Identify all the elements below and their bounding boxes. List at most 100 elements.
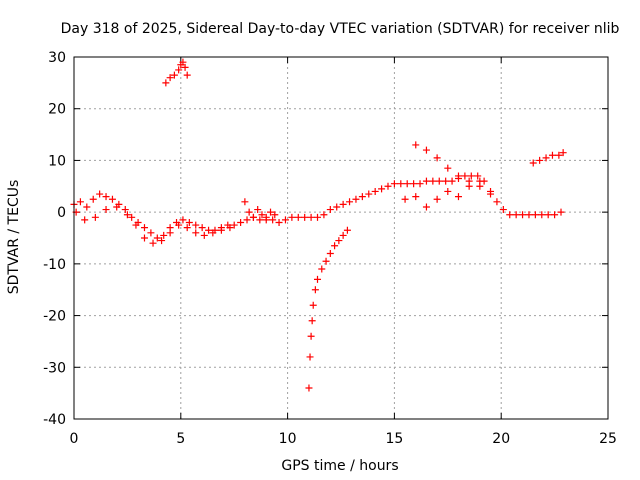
x-tick-label: 25 (599, 431, 617, 447)
data-point (335, 237, 343, 245)
data-point (499, 206, 507, 214)
data-point (108, 195, 116, 203)
data-point (307, 213, 315, 221)
data-point (121, 206, 129, 214)
y-tick-label: 10 (48, 153, 66, 169)
data-point (175, 66, 183, 74)
data-point (318, 265, 326, 273)
data-point (249, 213, 257, 221)
data-point (493, 198, 501, 206)
data-point (403, 180, 411, 188)
data-point (378, 185, 386, 193)
data-point (96, 190, 104, 198)
data-point (140, 224, 148, 232)
data-point (410, 180, 418, 188)
data-point (401, 195, 409, 203)
data-point (358, 193, 366, 201)
y-tick-label: 20 (48, 102, 66, 118)
data-point (166, 229, 174, 237)
data-point (412, 193, 420, 201)
data-point (181, 63, 189, 71)
data-point (476, 177, 484, 185)
data-point (454, 172, 462, 180)
data-point (555, 151, 563, 159)
data-point (288, 213, 296, 221)
data-point (309, 301, 317, 309)
data-point (147, 229, 155, 237)
data-point (512, 211, 520, 219)
data-point (183, 224, 191, 232)
data-point (422, 177, 430, 185)
data-point (519, 211, 527, 219)
data-point (262, 213, 270, 221)
data-point (551, 211, 559, 219)
data-point (162, 79, 170, 87)
data-point (258, 211, 266, 219)
data-point (314, 275, 322, 283)
y-tick-label: -40 (43, 412, 66, 428)
data-point (175, 221, 183, 229)
data-point (91, 213, 99, 221)
data-point (81, 216, 89, 224)
plot-frame (73, 56, 609, 420)
data-point (322, 257, 330, 265)
data-point (281, 216, 289, 224)
data-point (83, 203, 91, 211)
data-point (339, 231, 347, 239)
series-main (70, 172, 565, 242)
data-point (352, 195, 360, 203)
data-point (243, 216, 251, 224)
data-point (217, 226, 225, 234)
data-point (544, 211, 552, 219)
data-point (113, 203, 121, 211)
data-point (179, 58, 187, 66)
data-point (237, 218, 245, 226)
data-point (390, 180, 398, 188)
data-point (448, 177, 456, 185)
series-late-arc (529, 149, 567, 167)
data-point (538, 211, 546, 219)
y-tick-label: -20 (43, 309, 66, 325)
data-point (192, 221, 200, 229)
data-point (198, 224, 206, 232)
y-tick-label: -30 (43, 360, 66, 376)
data-point (525, 211, 533, 219)
data-point (548, 151, 556, 159)
data-point (254, 206, 262, 214)
data-point (128, 213, 136, 221)
data-point (371, 187, 379, 195)
data-point (435, 177, 443, 185)
y-tick-label: -10 (43, 257, 66, 273)
data-point (209, 229, 217, 237)
data-point (442, 177, 450, 185)
data-point (339, 200, 347, 208)
chart-title: Day 318 of 2025, Sidereal Day-to-day VTE… (61, 21, 620, 37)
data-point (331, 242, 339, 250)
data-point (444, 164, 452, 172)
data-point (305, 384, 313, 392)
data-point (559, 149, 567, 157)
data-point (123, 211, 131, 219)
data-point (306, 353, 314, 361)
data-point (153, 234, 161, 242)
x-tick-label: 20 (492, 431, 510, 447)
data-point (301, 213, 309, 221)
data-point (160, 231, 168, 239)
data-point (185, 218, 193, 226)
series-mid-cluster (241, 198, 279, 221)
data-point (241, 198, 249, 206)
data-point (149, 239, 157, 247)
x-tick-label: 0 (70, 431, 79, 447)
x-axis-label: GPS time / hours (281, 458, 398, 474)
y-tick-label: 0 (57, 205, 66, 221)
data-point (343, 226, 351, 234)
data-point (422, 146, 430, 154)
data-point (89, 195, 97, 203)
data-point (444, 187, 452, 195)
data-point (429, 177, 437, 185)
data-point (192, 229, 200, 237)
grid-lines (73, 56, 609, 420)
data-point (308, 317, 316, 325)
data-point (245, 208, 253, 216)
